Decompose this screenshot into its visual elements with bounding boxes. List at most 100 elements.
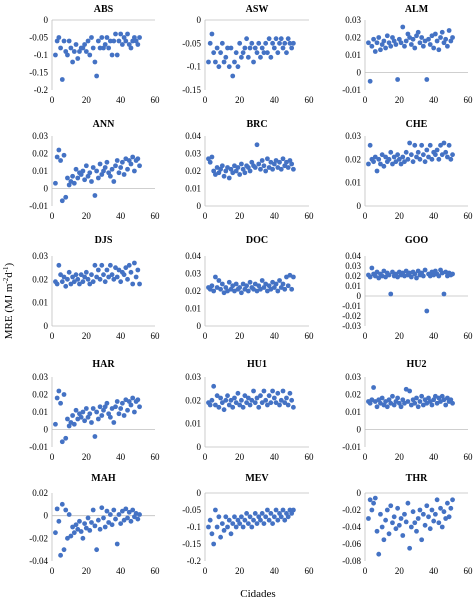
data-point-thr [450,497,455,503]
data-point-che [415,149,421,155]
data-point-ann [89,179,94,184]
data-point-alm [398,40,404,46]
data-point-mev [240,524,246,530]
data-point-djs [113,265,118,271]
data-point-asw [291,40,296,46]
data-point-mev [206,524,211,530]
data-point-abs [97,45,103,51]
data-point-mah [77,518,82,524]
data-point-che [376,156,382,162]
data-point-hu1 [266,393,272,399]
data-point-alm [450,35,455,40]
data-point-har [121,413,127,418]
data-point-goo [408,274,414,280]
data-point-djs [109,272,115,278]
data-point-thr [390,520,395,526]
y-tick-label-abs: 0 [44,15,49,25]
data-point-asw [230,73,236,79]
data-point-goo [441,291,447,297]
data-point-mev [228,531,234,537]
data-point-har [80,409,86,415]
data-point-ann [59,198,65,204]
data-point-ann [75,175,81,181]
data-point-hu1 [263,397,269,403]
data-point-djs [75,276,81,282]
data-point-hu1 [259,400,265,406]
data-point-mev [278,514,284,520]
data-point-abs [61,38,67,44]
data-point-mev [259,511,265,516]
y-tick-label-hu2: 0.01 [345,407,361,417]
data-point-djs [135,267,141,273]
data-point-brc [280,156,286,162]
data-point-ann [114,158,120,163]
y-tick-label-mev: -0.1 [187,522,201,532]
y-axis-label-sup2: -1 [2,266,10,272]
x-tick-label-djs: 60 [151,331,161,341]
data-point-thr [439,524,445,530]
y-tick-label-hu2: -0.01 [342,442,361,452]
data-point-asw [263,40,269,46]
data-point-thr [417,507,423,513]
data-point-alm [445,43,450,49]
data-point-che [446,142,452,148]
panel-title-hu1: HU1 [247,359,267,370]
data-point-asw [282,40,288,46]
data-point-ann [87,170,93,176]
data-point-che [438,142,443,148]
data-point-brc [270,166,275,172]
data-point-hu1 [251,388,256,394]
data-point-ann [121,172,127,177]
data-point-har [58,400,63,406]
data-point-mev [244,511,250,516]
data-point-har [82,418,88,424]
data-point-ann [130,154,136,160]
data-point-asw [254,50,260,56]
data-point-doc [239,290,244,296]
data-point-thr [369,507,375,513]
data-point-mev [219,521,225,526]
data-point-thr [388,503,394,509]
data-point-asw [207,40,213,46]
y-tick-label-har: 0.02 [32,390,48,400]
data-point-asw [244,36,250,42]
data-point-che [408,152,414,158]
data-point-ann [118,165,124,170]
data-point-che [429,156,435,162]
data-point-mah [75,526,81,532]
data-point-djs [99,262,105,268]
data-point-asw [280,45,286,51]
data-point-mah [109,522,115,528]
data-point-che [407,140,413,146]
data-point-hu1 [223,397,229,403]
y-tick-label-thr: -0.08 [342,556,361,566]
data-point-goo [424,308,430,314]
data-point-djs [130,281,136,287]
x-tick-label-brc: 0 [203,211,208,221]
data-point-asw [245,54,251,60]
data-point-asw [223,54,229,60]
data-point-mev [268,511,274,516]
data-point-brc [259,158,265,163]
data-point-mah [126,509,132,515]
data-point-abs [128,45,134,51]
data-point-har [94,409,100,415]
data-point-djs [116,267,122,273]
data-point-doc [289,286,295,292]
data-point-mev [282,517,288,523]
data-point-thr [371,500,376,506]
data-point-asw [247,45,253,51]
x-tick-label-alm: 20 [395,95,405,105]
data-point-ann [132,168,137,174]
data-point-thr [436,520,442,526]
y-tick-label-hu1: 0.02 [185,395,201,405]
data-point-har [95,416,101,422]
data-point-alm [420,43,426,49]
panel-mev: MEV -0.2 -0.15 -0.1 -0.05 0 0 20 40 60 [182,473,314,576]
panel-title-alm: ALM [405,4,429,15]
data-point-asw [235,64,241,70]
data-point-djs [92,262,98,268]
y-axis-label-mid: d [3,272,15,278]
data-point-har [114,399,120,404]
data-point-hu2 [371,385,376,390]
